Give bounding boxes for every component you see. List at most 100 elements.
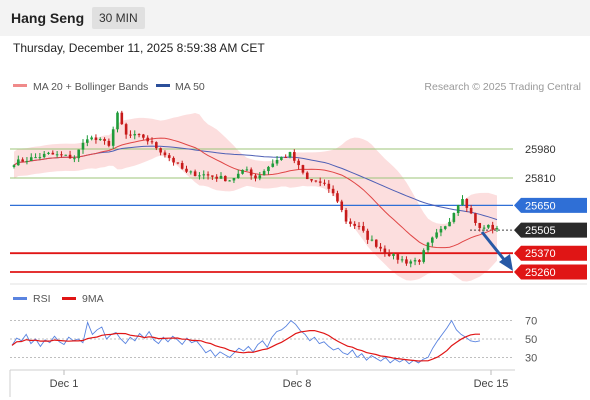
candle-body <box>146 137 149 142</box>
candle-body <box>267 166 270 172</box>
candle-body <box>254 175 257 179</box>
candle-body <box>25 160 29 162</box>
ma20-legend-swatch <box>13 84 27 87</box>
timeframe-badge[interactable]: 30 MIN <box>92 7 145 29</box>
candle-body <box>461 199 464 205</box>
candle-body <box>314 180 318 182</box>
candle-body <box>228 180 231 182</box>
candle-body <box>206 174 210 176</box>
rsi-panel: 70 50 30 <box>10 316 537 364</box>
level-tag-25505 <box>514 222 587 238</box>
candle-body <box>159 148 162 153</box>
forecast-arrow <box>480 231 513 271</box>
candle-body <box>150 141 154 143</box>
candle-body <box>21 159 24 162</box>
ma50-legend-label: MA 50 <box>175 81 205 93</box>
candle-body <box>189 171 193 173</box>
rsi-tick-30: 30 <box>525 352 537 364</box>
rsi-tick-50: 50 <box>525 334 537 346</box>
candle-body <box>405 259 408 264</box>
candle-body <box>236 173 240 178</box>
level-label-25505: 25505 <box>525 225 556 237</box>
candle-body <box>327 183 331 189</box>
timestamp: Thursday, December 11, 2025 8:59:38 AM C… <box>13 41 265 55</box>
candle-body <box>379 246 382 249</box>
candle-body <box>42 153 46 158</box>
candle-body <box>443 226 447 229</box>
candle-body <box>383 248 387 253</box>
candle-body <box>305 172 309 180</box>
candle-body <box>422 250 425 262</box>
candle-body <box>34 157 37 159</box>
candle-body <box>336 193 339 202</box>
candle-body <box>491 224 494 230</box>
candle-body <box>293 152 296 161</box>
candle-body <box>284 156 287 158</box>
x-tick-label: Dec 1 <box>50 378 79 390</box>
candle-body <box>387 252 391 256</box>
candle-body <box>241 169 244 174</box>
candle-body <box>81 142 85 150</box>
candle-body <box>258 175 262 179</box>
candle-body <box>98 138 102 140</box>
candle-body <box>12 165 16 167</box>
candle-body <box>280 156 283 160</box>
level-label-25980: 25980 <box>525 144 556 156</box>
candle-body <box>176 162 180 164</box>
candle-body <box>349 221 352 224</box>
candle-body <box>120 112 124 125</box>
candle-body <box>202 174 206 176</box>
candle-body <box>116 112 119 130</box>
candle-body <box>198 175 201 177</box>
rsi-tick-70: 70 <box>525 316 537 328</box>
x-axis-ticks: Dec 1 Dec 8 Dec 15 <box>50 370 508 390</box>
candle-body <box>439 228 443 233</box>
candle-body <box>38 157 42 159</box>
candle-body <box>482 227 486 229</box>
candle-body <box>340 201 344 211</box>
candle-body <box>124 124 128 135</box>
candle-body <box>142 134 145 138</box>
candle-body <box>495 228 499 230</box>
candle-body <box>297 160 300 166</box>
candle-body <box>111 129 115 146</box>
candle-body <box>193 171 197 177</box>
candle-body <box>155 142 158 149</box>
x-tick-label: Dec 8 <box>283 378 312 390</box>
candle-body <box>353 223 356 226</box>
candle-body <box>426 242 430 251</box>
candle-body <box>94 137 98 140</box>
level-tag-25650 <box>514 197 587 213</box>
candle-body <box>73 158 76 160</box>
candle-body <box>68 154 72 159</box>
credit-text: Research © 2025 Trading Central <box>424 81 581 93</box>
candle-body <box>262 171 266 176</box>
forecast-arrow-shaft <box>480 231 508 263</box>
candle-body <box>172 157 175 163</box>
candle-body <box>55 154 59 156</box>
level-tag-25260 <box>514 264 587 280</box>
candle-body <box>245 169 249 171</box>
candle-body <box>301 165 305 173</box>
candle-body <box>103 138 106 141</box>
candle-body <box>362 226 365 231</box>
candle-body <box>163 152 167 156</box>
candle-body <box>249 169 253 176</box>
candle-body <box>418 260 421 262</box>
candle-body <box>64 154 68 156</box>
candle-body <box>86 139 89 143</box>
candle-body <box>224 175 227 182</box>
candle-body <box>47 152 50 154</box>
forecast-arrow-head <box>499 254 513 271</box>
candle-body <box>133 134 137 136</box>
candle-body <box>478 222 482 229</box>
candle-body <box>90 137 93 140</box>
candle-body <box>357 225 361 227</box>
candle-body <box>431 237 434 243</box>
candle-body <box>413 260 417 262</box>
ma50-legend-swatch <box>156 84 170 87</box>
candle-body <box>331 188 335 194</box>
candle-body <box>51 152 55 155</box>
candle-body <box>185 168 188 172</box>
